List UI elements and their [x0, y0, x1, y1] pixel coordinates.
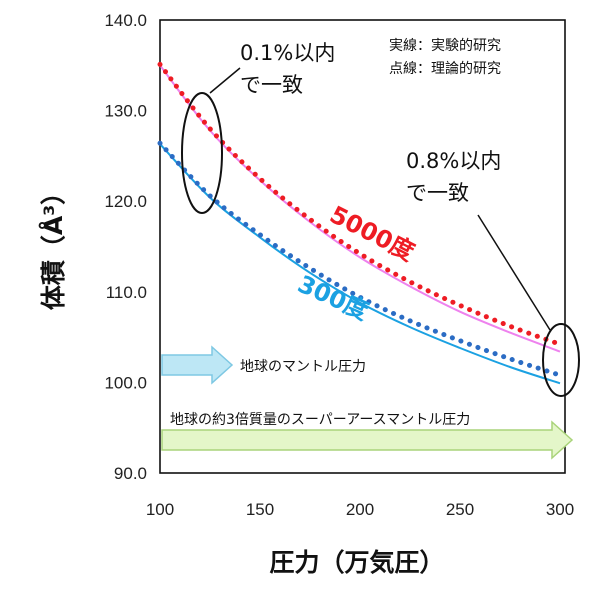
- y-tick-label: 140.0: [104, 11, 147, 30]
- annotation-ellipses: [181, 67, 580, 397]
- arrow-label-super-earth: 地球の約3倍質量のスーパーアースマントル圧力: [170, 412, 470, 428]
- x-tick-label: 300: [546, 500, 574, 519]
- series-line-dotted: [157, 61, 563, 347]
- plot-frame: [159, 19, 566, 474]
- plot-area: [159, 19, 566, 474]
- annotation-ellipse-right: [542, 323, 580, 397]
- y-tick-label: 110.0: [106, 283, 147, 302]
- x-tick-labels: 100 150 200 250 300: [146, 500, 574, 519]
- x-tick-label: 100: [146, 500, 174, 519]
- series-label-300: 300度: [294, 270, 374, 326]
- y-tick-label: 100.0: [104, 373, 147, 392]
- pressure-arrow: [161, 420, 574, 460]
- series-lines: [157, 61, 563, 385]
- series-line-dotted: [157, 140, 563, 378]
- annotation-pointer-left: [209, 67, 241, 94]
- series-label-5000: 5000度: [325, 200, 420, 267]
- annotation-right-line2: で一致: [406, 181, 469, 205]
- x-axis-title: 圧力（万気圧）: [269, 548, 444, 577]
- annotation-left-line1: 0.1%以内: [240, 41, 335, 65]
- annotation-right-line1: 0.8%以内: [406, 149, 501, 173]
- legend-solid-note: 実線：実験的研究: [389, 38, 501, 54]
- annotation-left-line2: で一致: [240, 73, 303, 97]
- series-line-solid: [159, 143, 561, 385]
- x-tick-label: 200: [346, 500, 374, 519]
- y-tick-label: 90.0: [114, 464, 147, 483]
- legend-dotted-note: 点線：理論的研究: [389, 61, 501, 77]
- y-tick-label: 130.0: [104, 102, 147, 121]
- x-tick-label: 250: [446, 500, 474, 519]
- y-tick-labels: 90.0 100.0 110.0 120.0 130.0 140.0: [104, 11, 147, 483]
- y-axis-title: 体積（Å³）: [39, 180, 68, 310]
- arrow-label-mantle: 地球のマントル圧力: [240, 359, 366, 375]
- y-tick-label: 120.0: [104, 192, 147, 211]
- annotation-ellipse-left: [181, 92, 223, 214]
- pressure-arrows: [161, 345, 574, 460]
- annotation-pointer-right: [477, 214, 551, 331]
- x-tick-label: 150: [246, 500, 274, 519]
- pressure-arrow: [161, 345, 234, 385]
